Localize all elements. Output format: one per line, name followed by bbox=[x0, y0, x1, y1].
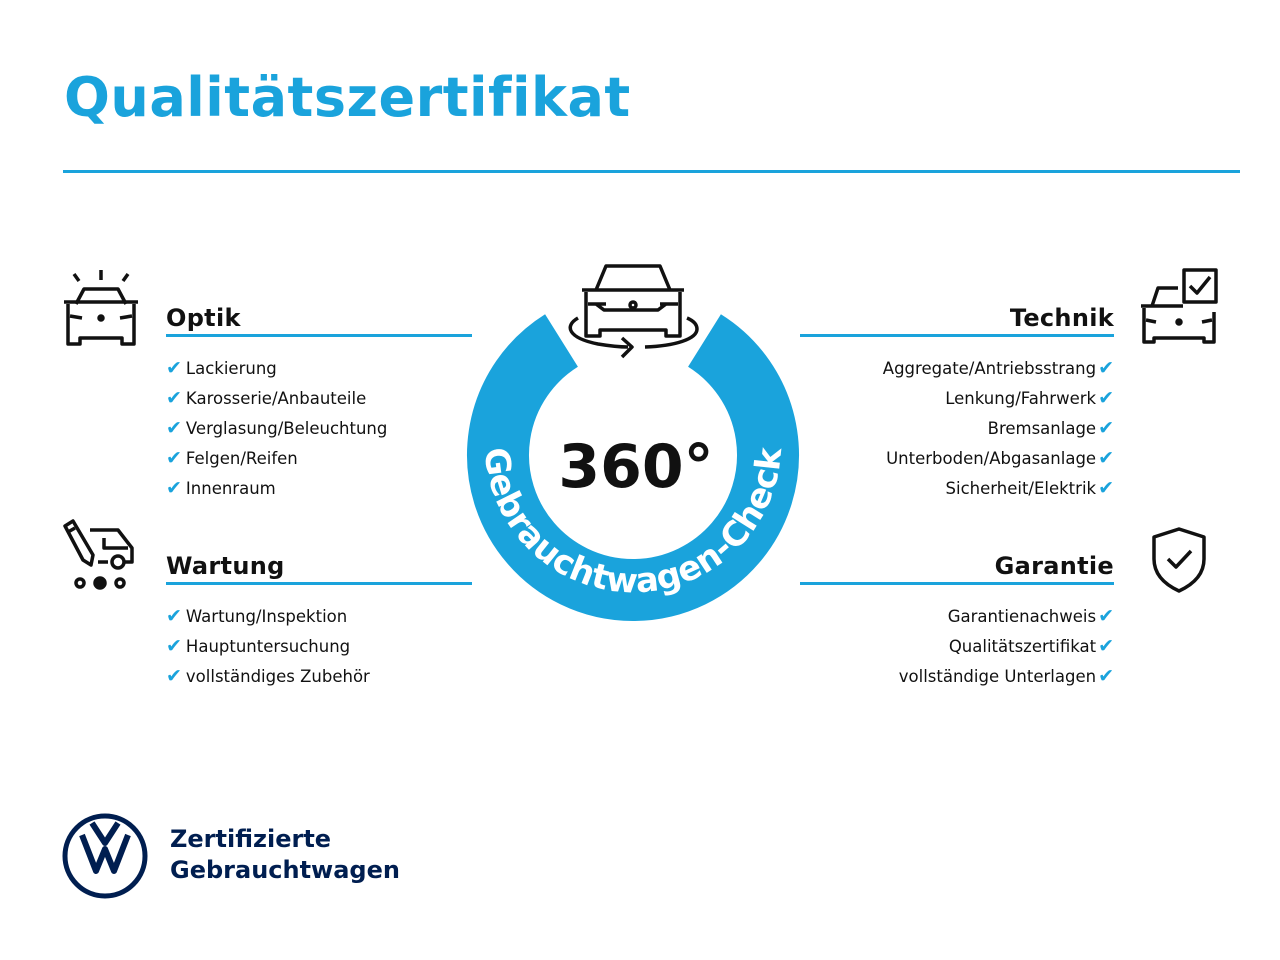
list-item: ✔ Verglasung/Beleuchtung bbox=[166, 417, 388, 439]
check-icon: ✔ bbox=[1098, 665, 1114, 687]
check-icon: ✔ bbox=[166, 357, 182, 379]
check-icon: ✔ bbox=[1098, 417, 1114, 439]
section-heading: Garantie bbox=[800, 547, 1114, 585]
vw-logo bbox=[62, 813, 148, 899]
list-item: ✔ Felgen/Reifen bbox=[166, 447, 298, 469]
check-icon: ✔ bbox=[166, 477, 182, 499]
badge-ring bbox=[467, 314, 799, 621]
check-icon: ✔ bbox=[1098, 357, 1114, 379]
list-item: vollständige Unterlagen ✔ bbox=[898, 665, 1114, 687]
list-item: Lenkung/Fahrwerk ✔ bbox=[945, 387, 1114, 409]
list-item: Qualitätszertifikat ✔ bbox=[948, 635, 1114, 657]
check-icon: ✔ bbox=[166, 635, 182, 657]
section-garantie: Garantie Garantienachweis ✔ Qualitätszert… bbox=[800, 547, 1114, 691]
title-divider bbox=[63, 170, 1240, 173]
check-icon: ✔ bbox=[1098, 477, 1114, 499]
check-icon: ✔ bbox=[166, 387, 182, 409]
check-icon: ✔ bbox=[1098, 635, 1114, 657]
section-heading: Technik bbox=[800, 299, 1114, 337]
list-item: Garantienachweis ✔ bbox=[947, 605, 1114, 627]
brand-tagline: Zertifizierte Gebrauchtwagen bbox=[170, 825, 400, 884]
check-icon: ✔ bbox=[1098, 605, 1114, 627]
section-technik: Technik Aggregate/Antriebsstrang ✔ Lenkun… bbox=[800, 299, 1114, 503]
section-heading: Wartung bbox=[166, 547, 472, 585]
car-lights-icon bbox=[64, 270, 138, 346]
badge-value: 360° bbox=[558, 432, 713, 502]
list-item: Bremsanlage ✔ bbox=[987, 417, 1114, 439]
car-check-icon bbox=[1141, 268, 1218, 344]
list-item: Unterboden/Abgasanlage ✔ bbox=[886, 447, 1114, 469]
list-item: Sicherheit/Elektrik ✔ bbox=[945, 477, 1114, 499]
list-item: ✔ Hauptuntersuchung bbox=[166, 635, 351, 657]
list-item: ✔ Karosserie/Anbauteile bbox=[166, 387, 367, 409]
list-item: ✔ vollständiges Zubehör bbox=[166, 665, 370, 687]
check-icon: ✔ bbox=[166, 605, 182, 627]
car-rotate-icon bbox=[568, 264, 699, 359]
list-item: Aggregate/Antriebsstrang ✔ bbox=[882, 357, 1114, 379]
service-van-icon bbox=[63, 519, 134, 590]
check-icon: ✔ bbox=[166, 665, 182, 687]
list-item: ✔ Wartung/Inspektion bbox=[166, 605, 348, 627]
check-icon: ✔ bbox=[1098, 387, 1114, 409]
section-heading: Optik bbox=[166, 299, 472, 337]
check-icon: ✔ bbox=[1098, 447, 1114, 469]
check-icon: ✔ bbox=[166, 447, 182, 469]
page-title: Qualitätszertifikat bbox=[64, 66, 631, 129]
section-optik: Optik ✔ Lackierung ✔ Karosserie/Anbauteile… bbox=[166, 299, 472, 503]
section-wartung: Wartung ✔ Wartung/Inspektion ✔ Hauptunters… bbox=[166, 547, 472, 691]
check-icon: ✔ bbox=[166, 417, 182, 439]
shield-check-icon bbox=[1152, 527, 1206, 593]
list-item: ✔ Innenraum bbox=[166, 477, 276, 499]
list-item: ✔ Lackierung bbox=[166, 357, 277, 379]
